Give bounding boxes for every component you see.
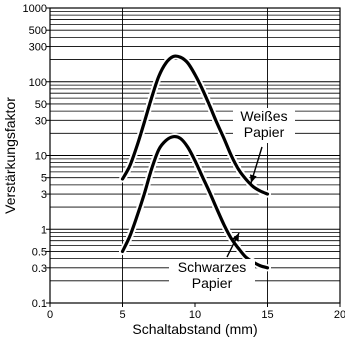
white-paper-label-line: Papier bbox=[244, 124, 285, 140]
black-paper-label-line: Schwarzes bbox=[178, 259, 246, 275]
white-paper-label-bg bbox=[233, 108, 295, 143]
black-paper-label-bg bbox=[169, 259, 255, 294]
white-paper-curve bbox=[120, 54, 270, 196]
white-paper-arrowhead bbox=[249, 174, 257, 183]
y-tick-label: 0.3 bbox=[32, 263, 47, 275]
x-tick-label: 10 bbox=[189, 309, 201, 321]
black-paper-curve bbox=[120, 134, 270, 270]
y-tick-label: 0.1 bbox=[32, 298, 47, 310]
y-tick-label: 3 bbox=[41, 189, 47, 201]
black-paper-label-line: Papier bbox=[192, 275, 233, 291]
black-paper-arrowhead bbox=[232, 233, 239, 242]
y-tick-label: 50 bbox=[35, 99, 47, 111]
x-tick-label: 15 bbox=[261, 309, 273, 321]
y-tick-label: 10 bbox=[35, 151, 47, 163]
x-tick-label: 0 bbox=[47, 309, 53, 321]
y-axis: 0.1 0.3 0.5 1 3 5 10 30 50 100 300 500 1000 bbox=[23, 3, 50, 310]
white-paper-label-line: Weißes bbox=[240, 108, 287, 124]
y-tick-label: 1000 bbox=[23, 3, 47, 15]
y-axis-label: Verstärkungsfaktor bbox=[2, 97, 18, 214]
y-tick-label: 500 bbox=[29, 25, 47, 37]
black-paper-curve-halo bbox=[119, 133, 271, 272]
y-tick-label: 5 bbox=[41, 173, 47, 185]
series-layer bbox=[119, 52, 271, 272]
x-tick-label: 20 bbox=[334, 309, 345, 321]
y-tick-label: 30 bbox=[35, 115, 47, 127]
x-axis: 0 5 10 15 20 bbox=[47, 303, 345, 321]
y-tick-label: 1 bbox=[41, 224, 47, 236]
y-tick-label: 300 bbox=[29, 42, 47, 54]
x-tick-label: 5 bbox=[119, 309, 125, 321]
y-tick-label: 0.5 bbox=[32, 246, 47, 258]
x-axis-label: Schaltabstand (mm) bbox=[132, 321, 257, 337]
y-tick-label: 100 bbox=[29, 77, 47, 89]
